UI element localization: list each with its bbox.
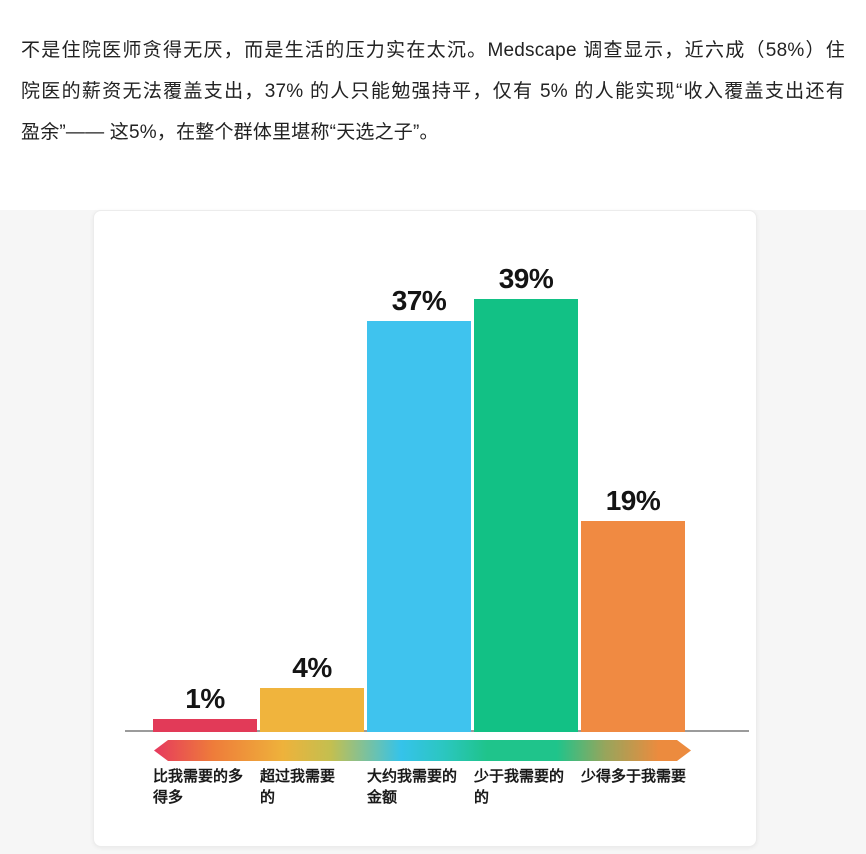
x-axis-category-label: 少于我需要的的 [474,766,588,808]
x-axis-category-label-line: 超过我需要 [260,768,336,785]
x-axis-category-label-line: 得多 [153,789,184,806]
article-paragraph-line: 盈余”—— 这5%，在整个群体里堪称“天选之子”。 [21,122,439,143]
chart-card: 1% 比我需要的多 得多 4% 超过我需要的 37% 大约我需要的 金额 39% 少于我需要的的 1… [93,210,757,847]
chart-section: 1% 比我需要的多 得多 4% 超过我需要的 37% 大约我需要的 金额 39% 少于我需要的的 1… [0,210,866,854]
x-axis-category-label-line: 大约我需要的 [367,768,458,785]
bar [581,521,685,732]
x-axis-category-label-line: 少得多于我需要 [581,768,687,785]
article-paragraph: 不是住院医师贪得无厌，而是生活的压力实在太沉。Medscape 调查显示，近六成… [21,30,845,153]
bar [367,321,471,732]
bar [260,688,364,732]
gradient-arrow [154,740,691,761]
article-paragraph-line: 院医的薪资无法覆盖支出，37% 的人只能勉强持平，仅有 5% 的人能实现“收入覆… [21,81,845,102]
x-axis-category-label-line: 的 [474,789,490,806]
bar [474,299,578,732]
bar-value-label: 4% [292,652,332,683]
x-axis-category-label: 大约我需要的 金额 [367,766,481,808]
x-axis-category-label-line: 的 [260,789,276,806]
x-axis-category-label: 少得多于我需要 [581,766,695,787]
bar-value-label: 1% [185,683,225,714]
x-axis-category-label-line: 比我需要的多 [153,768,244,785]
bar [153,719,257,732]
x-axis-category-label-line: 金额 [367,789,398,806]
bar-value-label: 19% [605,485,661,516]
bar-value-label: 37% [391,285,447,316]
article-paragraph-line: 不是住院医师贪得无厌，而是生活的压力实在太沉。Medscape 调查显示，近六成… [21,40,845,61]
x-axis-category-label: 超过我需要的 [260,766,374,808]
x-axis-category-label: 比我需要的多 得多 [153,766,267,808]
bar-value-label: 39% [498,263,554,294]
x-axis-category-label-line: 少于我需要的 [474,768,565,785]
